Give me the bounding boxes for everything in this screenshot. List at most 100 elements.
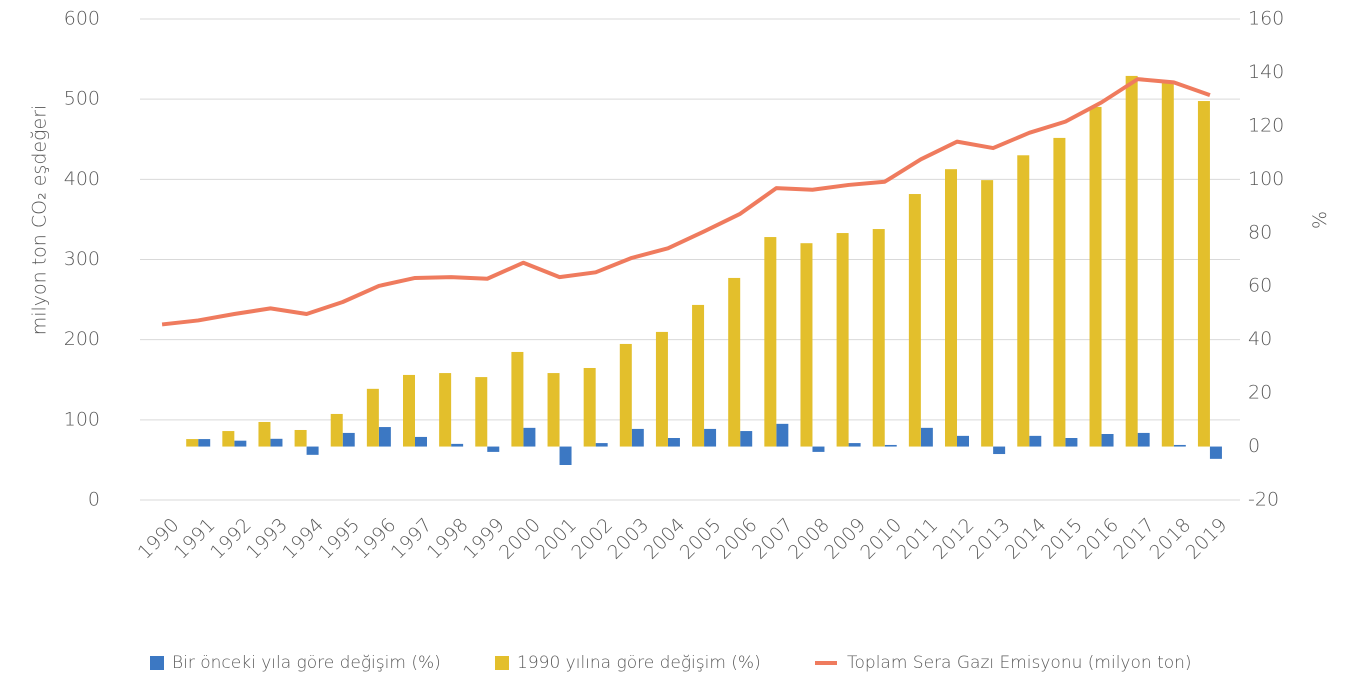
- y-axis-label: milyon ton CO₂ eşdeğeri: [29, 105, 51, 336]
- bar: [619, 343, 632, 447]
- bar: [655, 331, 668, 447]
- x-tick-label: 1994: [278, 514, 328, 564]
- x-tick-label: 1991: [170, 514, 220, 564]
- bar: [1101, 433, 1114, 447]
- bar: [270, 438, 283, 447]
- bar: [884, 444, 897, 447]
- bar: [764, 237, 777, 447]
- bar: [692, 304, 705, 447]
- bar: [1173, 444, 1186, 447]
- y2-tick-label: 160: [1248, 8, 1284, 30]
- legend-swatch: [150, 656, 164, 670]
- bar: [908, 194, 921, 447]
- y2-tick-label: 40: [1248, 328, 1272, 350]
- bar: [342, 432, 355, 447]
- x-tick-label: 2006: [712, 514, 762, 564]
- x-tick-label: 2017: [1109, 514, 1159, 564]
- bar: [836, 233, 849, 447]
- bar: [1209, 446, 1222, 459]
- bar: [848, 443, 861, 447]
- bar: [1125, 75, 1138, 447]
- x-tick-label: 2010: [856, 514, 906, 564]
- x-tick-label: 2012: [929, 514, 979, 564]
- x-tick-label: 2009: [820, 514, 870, 564]
- x-tick-label: 2002: [567, 514, 617, 564]
- bar: [957, 435, 969, 447]
- bar: [728, 277, 741, 447]
- bar: [511, 351, 524, 447]
- bar: [945, 169, 957, 447]
- bar: [258, 421, 271, 447]
- bar: [475, 377, 488, 447]
- legend-label: 1990 yılına göre değişim (%): [517, 653, 761, 673]
- y-tick-label: 0: [88, 489, 100, 511]
- bar: [1137, 432, 1150, 447]
- x-tick-label: 1999: [459, 514, 509, 564]
- bar: [1065, 438, 1078, 447]
- bar: [403, 374, 415, 447]
- bar: [294, 429, 307, 447]
- x-tick-label: 2014: [1001, 514, 1051, 564]
- bar: [1089, 106, 1102, 447]
- x-tick-label: 2005: [676, 514, 726, 564]
- x-tick-label: 2013: [965, 514, 1015, 564]
- bar: [1017, 155, 1030, 447]
- bar: [547, 373, 560, 447]
- y-tick-label: 500: [64, 88, 100, 110]
- y-tick-label: 300: [64, 248, 100, 270]
- y-tick-label: 600: [64, 8, 100, 30]
- y2-tick-label: 120: [1248, 114, 1284, 136]
- bar: [234, 440, 247, 447]
- y2-tick-label: 140: [1248, 61, 1284, 83]
- x-tick-label: 2015: [1037, 514, 1087, 564]
- x-tick-label: 2018: [1145, 514, 1195, 564]
- bar: [583, 367, 596, 447]
- bar: [1161, 82, 1174, 447]
- x-tick-label: 2001: [531, 514, 581, 564]
- legend-swatch: [495, 656, 509, 670]
- bar: [667, 438, 680, 447]
- y2-tick-label: 20: [1248, 382, 1272, 404]
- bar: [451, 443, 464, 447]
- x-tick-label: 1990: [134, 514, 184, 564]
- y-tick-label: 200: [64, 328, 100, 350]
- y2-axis-label: %: [1308, 211, 1330, 229]
- x-tick-label: 2000: [495, 514, 545, 564]
- bar: [740, 431, 753, 447]
- bar: [1053, 137, 1066, 447]
- y-tick-label: 100: [64, 408, 100, 430]
- line: [161, 77, 1211, 327]
- x-tick-label: 1997: [387, 514, 437, 564]
- y2-tick-label: 80: [1248, 221, 1272, 243]
- bar: [378, 427, 391, 447]
- bar: [487, 446, 500, 452]
- y2-tick-label: 100: [1248, 168, 1284, 190]
- legend-label: Toplam Sera Gazı Emisyonu (milyon ton): [847, 653, 1192, 673]
- bar: [523, 427, 536, 447]
- bar: [198, 439, 211, 447]
- bar: [872, 229, 885, 447]
- x-tick-label: 2016: [1073, 514, 1123, 564]
- bar: [631, 428, 644, 447]
- y-tick-label: 400: [64, 168, 100, 190]
- x-tick-label: 1992: [206, 514, 256, 564]
- x-tick-label: 2003: [603, 514, 653, 564]
- x-tick-label: 1993: [242, 514, 292, 564]
- y2-tick-label: 0: [1248, 435, 1260, 457]
- bar: [186, 439, 199, 447]
- bar: [306, 446, 319, 455]
- bar: [595, 443, 608, 447]
- x-tick-label: 1995: [314, 514, 364, 564]
- bar: [1197, 101, 1210, 447]
- bar: [1029, 435, 1042, 447]
- x-tick-label: 2008: [784, 514, 834, 564]
- bar: [439, 373, 452, 447]
- x-tick-label: 2007: [748, 514, 798, 564]
- bar: [704, 428, 717, 447]
- bar: [776, 423, 789, 447]
- bar: [800, 243, 813, 447]
- bar: [415, 436, 427, 447]
- x-tick-label: 2004: [640, 514, 690, 564]
- bar: [981, 180, 994, 447]
